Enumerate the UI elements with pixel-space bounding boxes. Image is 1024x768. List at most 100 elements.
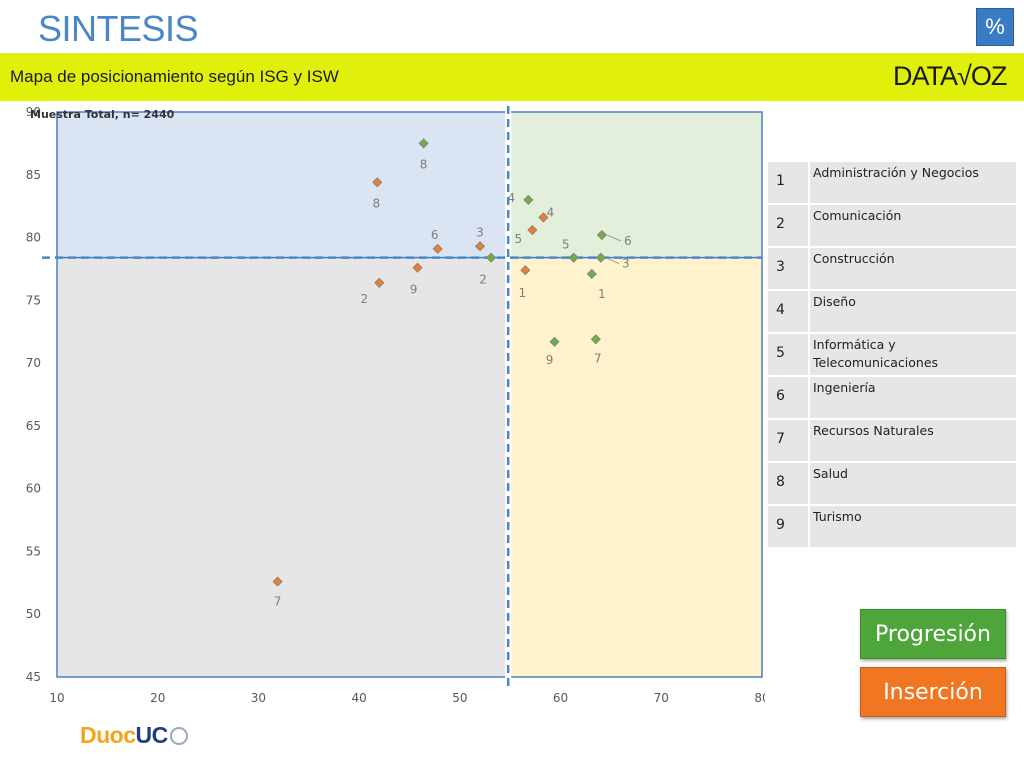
page-title: SINTESIS [38,8,199,49]
chart-subtitle: Mapa de posicionamiento según ISG y ISW [10,67,339,86]
data-label-leader [605,257,620,265]
data-point-marker [418,138,429,149]
data-point-marker [596,229,607,241]
data-point-marker [568,252,579,263]
legend-label: Turismo [808,504,1018,549]
legend-number: 6 [766,375,810,420]
sample-size-annotation: Muestra Total, n= 2440 [30,108,175,121]
y-tick-label: 60 [26,482,41,496]
legend-label: Ingeniería [808,375,1018,420]
data-label-leader [606,234,622,242]
legend-label: Salud [808,461,1018,506]
legend-row: 8 Salud [766,461,1018,506]
data-point-marker [432,243,443,254]
data-point-label: 2 [360,292,368,306]
career-legend-table: 1 Administración y Negocios 2 Comunicación 3… [766,160,1018,549]
data-point-marker [486,252,497,263]
y-tick-label: 85 [26,168,41,182]
legend-number: 7 [766,418,810,463]
data-point-marker [374,277,385,288]
insercion-button[interactable]: Inserción [860,667,1006,717]
data-point-label: 1 [598,287,606,301]
quadrant-top-left [56,111,509,259]
y-tick-label: 55 [26,544,41,558]
y-tick-label: 75 [26,293,41,307]
x-tick-label: 50 [452,691,467,705]
legend-number: 2 [766,203,810,248]
legend-row: 1 Administración y Negocios [766,160,1018,205]
legend-number: 5 [766,332,810,377]
data-point-label: 3 [476,225,484,239]
data-point-marker [272,576,283,587]
legend-number: 9 [766,504,810,549]
legend-label: Recursos Naturales [808,418,1018,463]
legend-label: Diseño [808,289,1018,334]
quadrant-bottom-left [56,256,509,678]
legend-label: Administración y Negocios [808,160,1018,205]
data-point-label: 6 [431,228,439,242]
data-point-marker [527,224,538,236]
x-tick-label: 10 [49,691,64,705]
data-point-label: 3 [622,257,630,271]
legend-row: 4 Diseño [766,289,1018,334]
data-point-marker [372,177,383,188]
seal-icon [169,727,188,745]
legend-number: 3 [766,246,810,291]
data-point-label: 9 [546,353,554,367]
legend-number: 8 [766,461,810,506]
data-point-label: 7 [274,595,282,609]
legend-row: 9 Turismo [766,504,1018,549]
legend-label: Construcción [808,246,1018,291]
y-tick-label: 50 [26,607,41,621]
quadrant-top-right [507,111,763,259]
x-tick-label: 20 [150,691,165,705]
legend-row: 7 Recursos Naturales [766,418,1018,463]
legend-label: Informática y Telecomunicaciones [808,332,1018,377]
data-point-marker [586,268,597,280]
data-point-marker [474,241,486,252]
legend-number: 1 [766,160,810,205]
legend-row: 5 Informática y Telecomunicaciones [766,332,1018,377]
legend-row: 3 Construcción [766,246,1018,291]
progresion-button[interactable]: Progresión [860,609,1006,659]
legend-row: 2 Comunicación [766,203,1018,248]
data-point-label: 4 [508,191,516,205]
percent-button[interactable]: % [976,8,1014,46]
data-point-label: 6 [624,234,632,248]
logo-uc-text: UC [135,722,169,748]
legend-row: 6 Ingeniería [766,375,1018,420]
subtitle-banner: Mapa de posicionamiento según ISG y ISW … [0,53,1024,101]
data-point-marker [538,212,549,223]
y-tick-label: 45 [26,670,41,684]
data-point-label: 2 [479,273,487,287]
data-point-marker [412,262,423,273]
data-point-label: 7 [594,351,602,365]
positioning-scatter-chart: 102030405060708045505560657075808590Mues… [26,105,765,705]
data-point-label: 1 [519,286,527,300]
data-point-label: 8 [372,196,380,210]
data-point-label: 5 [515,232,523,246]
x-tick-label: 40 [352,691,367,705]
x-tick-label: 60 [553,691,568,705]
data-point-marker [523,194,534,205]
data-point-marker [590,334,601,345]
legend-label: Comunicación [808,203,1018,248]
data-point-label: 9 [410,283,418,297]
data-point-label: 5 [562,238,570,252]
y-tick-label: 70 [26,356,41,370]
data-point-label: 8 [420,157,428,171]
data-point-marker [549,336,560,347]
y-tick-label: 80 [26,231,41,245]
x-tick-label: 30 [251,691,266,705]
duocuc-logo: DuocUC [80,722,188,749]
x-tick-label: 70 [654,691,669,705]
quadrant-bottom-right [507,256,763,678]
x-tick-label: 80 [754,691,765,705]
datavoz-logo: DATA√OZ [893,61,1007,91]
y-tick-label: 65 [26,419,41,433]
y-tick-label: 90 [26,105,41,119]
logo-duoc-text: Duoc [80,722,136,748]
data-point-marker [520,265,531,276]
legend-number: 4 [766,289,810,334]
data-point-marker [595,252,606,263]
